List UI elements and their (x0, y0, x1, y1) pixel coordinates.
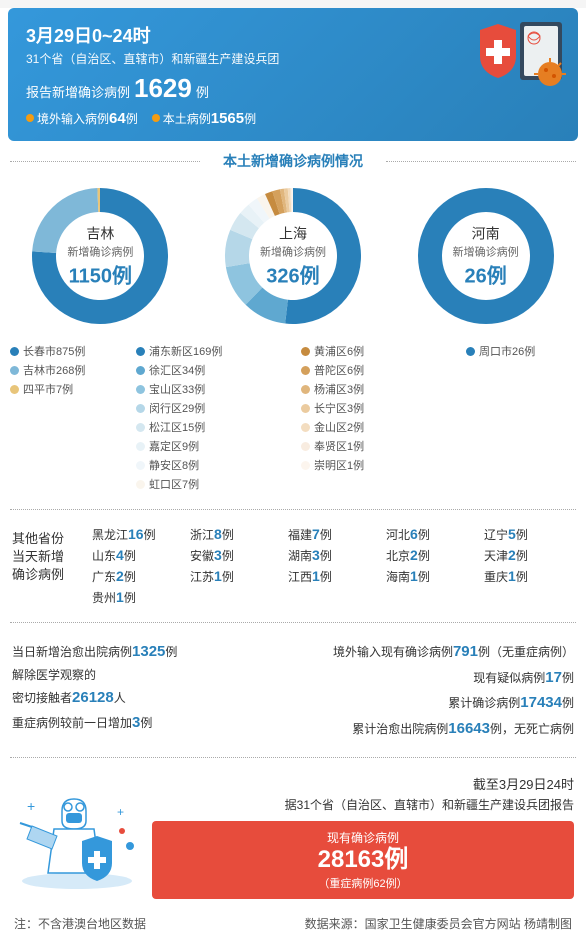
legend-item: 长宁区3例 (301, 400, 460, 416)
other-item: 江苏1例 (190, 568, 280, 585)
other-item: 海南1例 (386, 568, 476, 585)
footer-note: 注：不含港澳台地区数据 (14, 915, 146, 932)
other-item: 贵州1例 (92, 589, 182, 606)
other-item: 江西1例 (288, 568, 378, 585)
legend-item: 崇明区1例 (301, 457, 460, 473)
dot-icon (26, 114, 34, 122)
divider (10, 509, 576, 510)
legend-item: 宝山区33例 (136, 381, 295, 397)
other-provinces: 其他省份当天新增确诊病例 黑龙江16例浙江8例福建7例河北6例辽宁5例山东4例安… (0, 518, 586, 614)
legend-item: 黄浦区6例 (301, 343, 460, 359)
legend-item: 静安区8例 (136, 457, 295, 473)
header-main-count: 1629 (134, 73, 192, 104)
other-item: 北京2例 (386, 547, 476, 564)
legend-item: 松江区15例 (136, 419, 295, 435)
total-count: 28163例 (160, 846, 566, 875)
divider (10, 622, 576, 623)
section-title: 本土新增确诊病例情况 (0, 151, 586, 171)
legend-item: 周口市26例 (466, 343, 576, 359)
legend-item: 虹口区7例 (136, 476, 295, 492)
footer: 注：不含港澳台地区数据 数据来源：国家卫生健康委员会官方网站 杨靖制图 (0, 907, 586, 940)
header-main-unit: 例 (196, 82, 209, 101)
other-grid: 黑龙江16例浙江8例福建7例河北6例辽宁5例山东4例安徽3例湖南3例北京2例天津… (92, 526, 574, 606)
stats-right: 境外输入现有确诊病例791例（无重症病例）现有疑似病例17例累计确诊病例1743… (301, 639, 574, 741)
bottom-sub: 据31个省（自治区、直辖市）和新疆生产建设兵团报告 (152, 796, 574, 813)
medical-clipboard-icon (478, 16, 568, 96)
other-item: 山东4例 (92, 547, 182, 564)
other-item: 辽宁5例 (484, 526, 574, 543)
medical-worker-icon: ++ (12, 781, 142, 891)
bottom-date: 截至3月29日24时 (152, 774, 574, 793)
other-item: 河北6例 (386, 526, 476, 543)
svg-text:+: + (27, 798, 35, 814)
stats-left: 当日新增治愈出院病例1325例解除医学观察的密切接触者26128人重症病例较前一… (12, 639, 285, 741)
legend-item: 杨浦区3例 (301, 381, 460, 397)
other-item: 广东2例 (92, 568, 182, 585)
bottom-section: ++ 截至3月29日24时 据31个省（自治区、直辖市）和新疆生产建设兵团报告 … (0, 766, 586, 907)
dot-icon (152, 114, 160, 122)
donut-2: 河南新增确诊病例26例 (396, 181, 576, 331)
legend-item: 奉贤区1例 (301, 438, 460, 454)
legend-item: 吉林市268例 (10, 362, 130, 378)
legend-item: 普陀区6例 (301, 362, 460, 378)
legend-item: 嘉定区9例 (136, 438, 295, 454)
other-item: 福建7例 (288, 526, 378, 543)
infographic-root: 3月29日0~24时 31个省（自治区、直辖市）和新疆生产建设兵团 报告新增确诊… (0, 8, 586, 940)
stats-row: 当日新增治愈出院病例1325例解除医学观察的密切接触者26128人重症病例较前一… (0, 631, 586, 749)
svg-text:+: + (117, 805, 124, 819)
other-label: 其他省份当天新增确诊病例 (12, 526, 82, 606)
footer-source: 数据来源：国家卫生健康委员会官方网站 杨靖制图 (305, 915, 572, 932)
divider (10, 757, 576, 758)
header-breakdown: 境外输入病例64例 本土病例1565例 (26, 110, 560, 127)
header-main-label: 报告新增确诊病例 (26, 82, 130, 101)
header-card: 3月29日0~24时 31个省（自治区、直辖市）和新疆生产建设兵团 报告新增确诊… (8, 8, 578, 141)
legend-row: 长春市875例吉林市268例四平市7例 浦东新区169例徐汇区34例宝山区33例闵… (0, 337, 586, 501)
legend-item: 闵行区29例 (136, 400, 295, 416)
donut-1: 上海新增确诊病例326例 (203, 181, 383, 331)
legend-item: 长春市875例 (10, 343, 130, 359)
legend-item: 徐汇区34例 (136, 362, 295, 378)
total-label: 现有确诊病例 (160, 829, 566, 846)
donut-0: 吉林新增确诊病例1150例 (10, 181, 190, 331)
other-item: 浙江8例 (190, 526, 280, 543)
bottom-text: 截至3月29日24时 据31个省（自治区、直辖市）和新疆生产建设兵团报告 现有确… (152, 774, 574, 899)
legend-item: 金山区2例 (301, 419, 460, 435)
other-item: 安徽3例 (190, 547, 280, 564)
legend-item: 四平市7例 (10, 381, 130, 397)
total-sub: （重症病例62例） (160, 875, 566, 891)
other-item: 湖南3例 (288, 547, 378, 564)
other-item: 黑龙江16例 (92, 526, 182, 543)
legend-item: 浦东新区169例 (136, 343, 295, 359)
other-item: 重庆1例 (484, 568, 574, 585)
total-box: 现有确诊病例 28163例 （重症病例62例） (152, 821, 574, 899)
other-item: 天津2例 (484, 547, 574, 564)
donut-row: 吉林新增确诊病例1150例上海新增确诊病例326例河南新增确诊病例26例 (0, 175, 586, 337)
